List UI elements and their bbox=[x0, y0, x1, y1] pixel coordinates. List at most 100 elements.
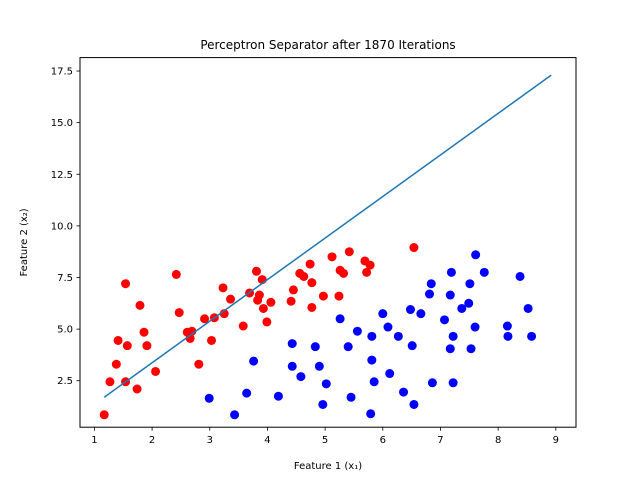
series-layer bbox=[99, 74, 552, 420]
data-point-blue bbox=[464, 298, 474, 308]
data-point-red bbox=[258, 303, 268, 313]
data-point-red bbox=[266, 297, 276, 307]
data-point-red bbox=[171, 269, 181, 279]
data-point-blue bbox=[204, 393, 214, 403]
data-point-blue bbox=[416, 309, 426, 319]
data-point-blue bbox=[502, 321, 512, 331]
data-point-blue bbox=[230, 410, 240, 420]
data-point-blue bbox=[448, 378, 458, 388]
data-point-blue bbox=[310, 342, 320, 352]
data-point-blue bbox=[367, 331, 377, 341]
data-point-red bbox=[365, 260, 375, 270]
data-point-red bbox=[194, 359, 204, 369]
y-tick-label: 17.5 bbox=[51, 67, 73, 78]
data-point-red bbox=[135, 300, 145, 310]
data-point-red bbox=[121, 279, 131, 289]
x-tick-label: 1 bbox=[91, 435, 97, 446]
y-tick-label: 12.5 bbox=[51, 170, 73, 181]
data-point-blue bbox=[503, 331, 513, 341]
data-point-red bbox=[113, 335, 123, 345]
data-point-blue bbox=[321, 379, 331, 389]
y-tick-label: 10.0 bbox=[51, 221, 73, 232]
data-point-blue bbox=[249, 356, 259, 366]
data-point-red bbox=[132, 384, 142, 394]
data-point-blue bbox=[440, 315, 449, 325]
data-point-blue bbox=[242, 388, 252, 398]
data-point-blue bbox=[523, 303, 533, 313]
data-point-blue bbox=[273, 391, 283, 401]
data-point-blue bbox=[314, 361, 324, 371]
data-point-red bbox=[299, 271, 309, 281]
data-point-red bbox=[251, 266, 261, 276]
x-tick-label: 9 bbox=[553, 435, 559, 446]
data-point-red bbox=[218, 283, 228, 293]
data-point-blue bbox=[448, 331, 458, 341]
data-point-blue bbox=[287, 339, 297, 349]
data-point-red bbox=[327, 252, 337, 262]
y-tick-label: 15.0 bbox=[51, 118, 73, 129]
data-point-blue bbox=[465, 279, 475, 289]
data-point-blue bbox=[335, 314, 345, 324]
separator-line bbox=[103, 74, 552, 398]
data-point-red bbox=[151, 366, 161, 376]
data-point-red bbox=[207, 335, 216, 345]
data-point-blue bbox=[527, 331, 537, 341]
data-point-blue bbox=[427, 378, 437, 388]
data-point-red bbox=[286, 296, 296, 306]
y-axis-label: Feature 2 (x₂) bbox=[19, 208, 30, 276]
data-point-red bbox=[187, 326, 197, 336]
data-point-red bbox=[344, 247, 354, 257]
data-point-red bbox=[105, 377, 115, 387]
data-point-red bbox=[139, 327, 149, 337]
x-tick-label: 2 bbox=[149, 435, 155, 446]
x-axis-label: Feature 1 (x₁) bbox=[294, 461, 362, 472]
data-point-blue bbox=[479, 267, 489, 277]
data-point-blue bbox=[466, 344, 476, 354]
y-tick-label: 5.0 bbox=[57, 325, 73, 336]
data-point-red bbox=[142, 341, 152, 351]
data-point-blue bbox=[445, 290, 455, 300]
data-point-red bbox=[318, 291, 328, 301]
data-point-red bbox=[307, 302, 317, 312]
data-point-red bbox=[238, 321, 248, 331]
data-point-red bbox=[99, 410, 109, 420]
data-point-blue bbox=[405, 305, 415, 315]
chart-title: Perceptron Separator after 1870 Iteratio… bbox=[200, 38, 455, 52]
data-point-red bbox=[409, 243, 419, 253]
data-point-red bbox=[122, 341, 132, 351]
data-point-blue bbox=[425, 289, 435, 299]
data-point-red bbox=[262, 317, 272, 327]
data-point-blue bbox=[407, 341, 417, 351]
data-point-blue bbox=[446, 267, 456, 277]
data-point-red bbox=[219, 309, 229, 319]
data-point-blue bbox=[457, 303, 467, 313]
data-point-red bbox=[226, 294, 236, 304]
data-point-red bbox=[254, 290, 264, 300]
data-point-blue bbox=[318, 399, 328, 409]
data-point-blue bbox=[287, 361, 297, 371]
data-point-red bbox=[334, 291, 344, 301]
data-point-blue bbox=[471, 250, 481, 260]
data-point-blue bbox=[378, 309, 388, 319]
data-point-red bbox=[362, 267, 372, 277]
data-point-red bbox=[174, 308, 184, 318]
data-point-red bbox=[111, 359, 121, 369]
x-tick-label: 3 bbox=[207, 435, 213, 446]
data-point-red bbox=[305, 259, 315, 269]
data-point-blue bbox=[369, 377, 379, 387]
y-tick-label: 7.5 bbox=[57, 273, 73, 284]
x-tick-label: 6 bbox=[380, 435, 386, 446]
data-point-blue bbox=[515, 271, 525, 281]
data-point-blue bbox=[352, 326, 362, 336]
data-point-blue bbox=[385, 369, 395, 379]
y-axis-ticks: 2.5 5.0 7.5 10.0 12.5 15.0 17.5 bbox=[51, 67, 80, 387]
x-tick-label: 5 bbox=[322, 435, 328, 446]
data-point-blue bbox=[366, 409, 376, 419]
data-point-blue bbox=[343, 342, 353, 352]
data-point-blue bbox=[296, 372, 306, 382]
x-tick-label: 7 bbox=[437, 435, 443, 446]
data-point-red bbox=[288, 285, 298, 295]
data-point-blue bbox=[383, 322, 393, 332]
